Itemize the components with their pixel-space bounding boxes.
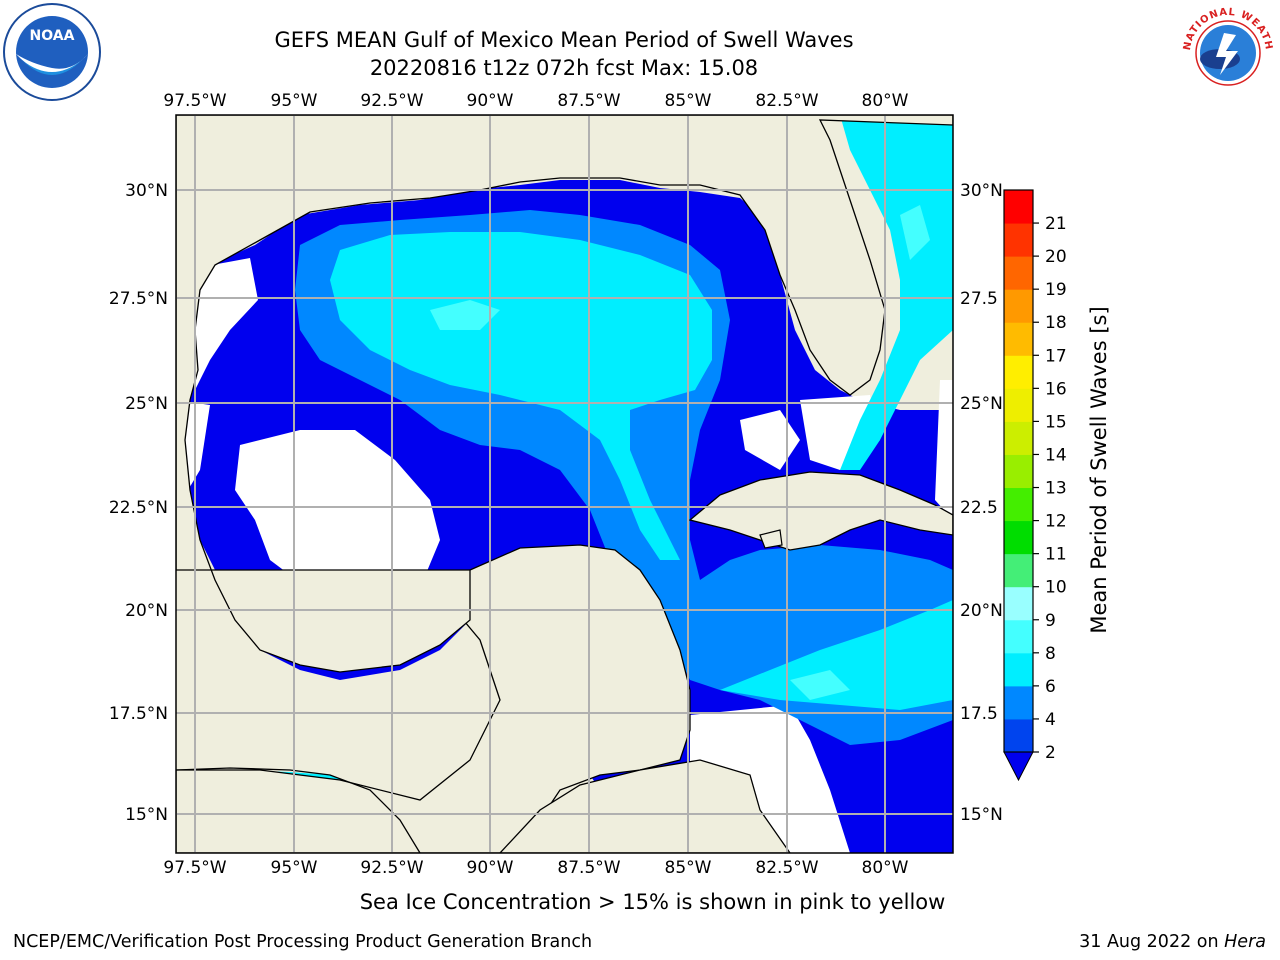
lat-label: 25°N [960,394,1003,414]
swell-band-4-6 [330,232,712,560]
colorbar-tick-label: 19 [1045,280,1067,300]
colorbar: 2 4 6 8 9 10 11 12 13 14 15 16 17 18 19 20 21 [1003,189,1067,782]
colorbar-tick-label: 17 [1045,346,1067,366]
lon-label: 82.5°W [755,91,818,111]
caption: Sea Ice Concentration > 15% is shown in … [359,890,946,914]
colorbar-segment [1004,223,1033,257]
colorbar-segment [1004,256,1033,290]
lat-label: 27.5°N [109,289,168,309]
lat-label: 30°N [960,181,1003,201]
lon-label: 85°W [665,91,712,111]
footer-date-text: 31 Aug 2022 on [1079,932,1225,952]
colorbar-segment [1004,619,1033,654]
map-frame [175,114,954,854]
swell-band-4-6-east [720,600,953,710]
colorbar-tick-label: 6 [1045,677,1056,697]
lat-label: 27.5 [960,289,998,309]
swell-band-6-8 [430,300,500,330]
colorbar-tick-label: 13 [1045,479,1067,499]
central-america-land [499,759,791,853]
lon-label: 90°W [467,858,514,878]
colorbar-segment [1004,487,1033,522]
colorbar-label: Mean Period of Swell Waves [s] [1087,306,1111,633]
colorbar-tick-label: 15 [1045,412,1067,432]
colorbar-segment [1004,586,1033,621]
lon-labels-bottom: 97.5°W 95°W 92.5°W 90°W 87.5°W 85°W 82.5… [163,858,908,878]
footer-host: Hera [1224,932,1266,952]
lon-label: 92.5°W [360,91,423,111]
colorbar-segment [1004,685,1033,720]
lat-labels-left: 30°N 27.5°N 25°N 22.5°N 20°N 17.5°N 15°N [109,181,168,825]
lon-label: 85°W [665,858,712,878]
colorbar-segment [1004,322,1033,356]
colorbar-tick-label: 4 [1045,710,1056,730]
lat-label: 25°N [125,394,168,414]
yucatan-land [176,544,691,853]
colorbar-segment [1004,652,1033,687]
nws-logo: NATIONAL WEATHER SERVICE [1180,5,1274,99]
lon-labels-top: 97.5°W 95°W 92.5°W 90°W 87.5°W 85°W 82.5… [163,91,908,111]
colorbar-tick-label: 8 [1045,644,1056,664]
lat-label: 17.5°N [109,704,168,724]
colorbar-segment [1004,289,1033,323]
colorbar-segment [1004,520,1033,555]
noaa-logo-text: NOAA [30,28,75,44]
lon-label: 80°W [862,91,909,111]
colorbar-segment [1004,421,1033,455]
footer-credit: NCEP/EMC/Verification Post Processing Pr… [13,932,593,952]
page-subtitle: 20220816 t12z 072h fcst Max: 15.08 [369,56,759,80]
lon-label: 97.5°W [163,91,226,111]
colorbar-frame [1003,189,1034,753]
noaa-logo: NOAA [3,3,101,101]
page-title: GEFS MEAN Gulf of Mexico Mean Period of … [274,28,854,52]
colorbar-segment [1004,355,1033,389]
lat-labels-right: 30°N 27.5 25°N 22.5 20°N 17.5 15°N [960,181,1003,825]
lon-label: 95°W [271,858,318,878]
colorbar-tick-label: 10 [1045,578,1067,598]
lat-label: 15°N [125,805,168,825]
colorbar-tick-label: 12 [1045,512,1067,532]
lon-label: 95°W [271,91,318,111]
lon-label: 90°W [467,91,514,111]
colorbar-extend [1003,751,1034,782]
lon-label: 82.5°W [755,858,818,878]
lat-label: 22.5°N [109,498,168,518]
lon-label: 87.5°W [557,858,620,878]
cuba-land [688,471,953,551]
colorbar-segment [1004,388,1033,422]
lat-label: 20°N [125,601,168,621]
lat-label: 30°N [125,181,168,201]
map-area [176,115,953,853]
colorbar-segment [1004,454,1033,489]
lat-label: 17.5 [960,704,998,724]
lat-label: 15°N [960,805,1003,825]
colorbar-tick-label: 21 [1045,214,1067,234]
colorbar-tick-label: 11 [1045,545,1067,565]
lat-label: 22.5 [960,498,998,518]
colorbar-tick-label: 18 [1045,313,1067,333]
footer-date: 31 Aug 2022 on Hera [1079,932,1266,952]
colorbar-tick-label: 9 [1045,611,1056,631]
colorbar-tick-label: 16 [1045,379,1067,399]
map-gridlines [176,115,953,853]
lon-label: 97.5°W [163,858,226,878]
lat-label: 20°N [960,601,1003,621]
lon-label: 87.5°W [557,91,620,111]
swell-band-4-6-atlantic [840,115,953,470]
lon-label: 92.5°W [360,858,423,878]
colorbar-tick-label: 2 [1045,743,1056,763]
colorbar-segment [1004,718,1033,753]
lon-label: 80°W [862,858,909,878]
colorbar-segment [1004,190,1033,224]
colorbar-tick-label: 20 [1045,247,1067,267]
colorbar-tick-label: 14 [1045,445,1067,465]
colorbar-segment [1004,553,1033,588]
mexico-coast [176,115,953,673]
